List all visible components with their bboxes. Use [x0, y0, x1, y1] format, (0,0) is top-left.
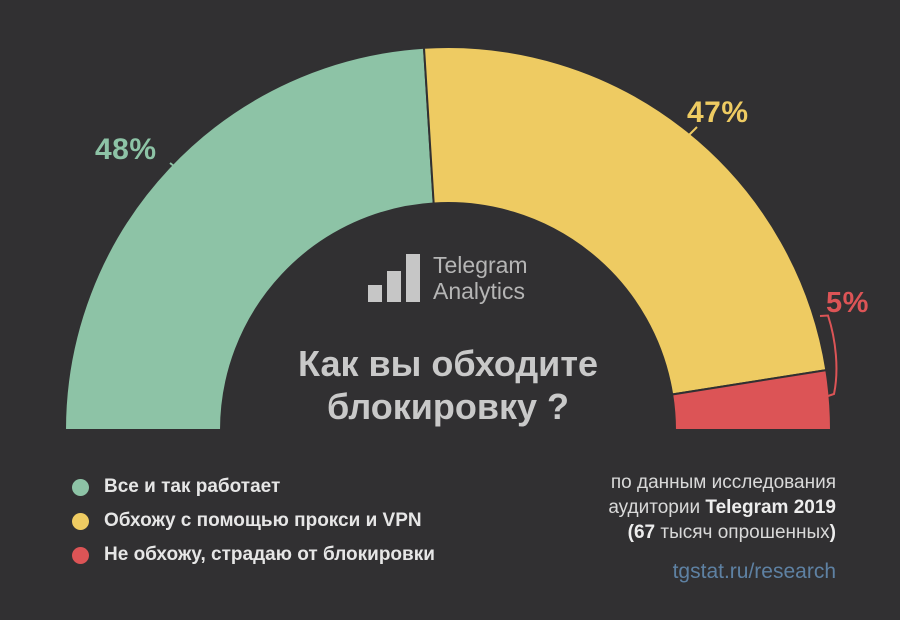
pct-label-proxy-vpn: 47% [687, 96, 749, 129]
logo-text-line2: Analytics [433, 278, 526, 304]
legend-item-suffer: Не обхожу, страдаю от блокировки [72, 544, 435, 566]
research-link[interactable]: tgstat.ru/research [672, 560, 836, 583]
logo-text-line1: Telegram [433, 252, 528, 278]
logo-text: Telegram Analytics [433, 252, 528, 304]
legend-item-all-works: Все и так работает [72, 476, 435, 498]
legend-label: Все и так работает [104, 476, 281, 497]
leader-bracket-red [819, 314, 838, 398]
source-block: по данным исследования аудитории Telegra… [608, 470, 836, 584]
segment-suffer [671, 368, 833, 431]
source-line2: аудитории Telegram 2019 [608, 497, 836, 518]
pct-label-suffer: 5% [826, 287, 869, 319]
legend-dot-yellow [72, 512, 89, 530]
legend-dot-green [72, 478, 89, 496]
leader-line-yellow [678, 126, 698, 146]
leader-line-green [169, 162, 197, 184]
legend-label: Обхожу с помощью прокси и VPN [104, 510, 422, 531]
segment-proxy-vpn [422, 46, 828, 396]
chart-title-line1: Как вы обходите [298, 343, 598, 384]
legend-dot-red [72, 546, 89, 564]
source-line1: по данным исследования [610, 472, 836, 493]
chart-title: Как вы обходите блокировку ? [238, 342, 658, 428]
chart-title-line2: блокировку ? [326, 386, 569, 427]
telegram-analytics-logo: Telegram Analytics [368, 252, 528, 304]
legend-item-proxy-vpn: Обхожу с помощью прокси и VPN [72, 510, 435, 532]
bar-chart-icon [368, 254, 420, 302]
legend-label: Не обхожу, страдаю от блокировки [104, 544, 435, 565]
pct-label-all-works: 48% [95, 133, 157, 166]
legend: Все и так работает Обхожу с помощью прок… [72, 476, 435, 566]
segment-all-works [63, 46, 435, 431]
source-line3: (67 тысяч опрошенных) [627, 522, 836, 543]
